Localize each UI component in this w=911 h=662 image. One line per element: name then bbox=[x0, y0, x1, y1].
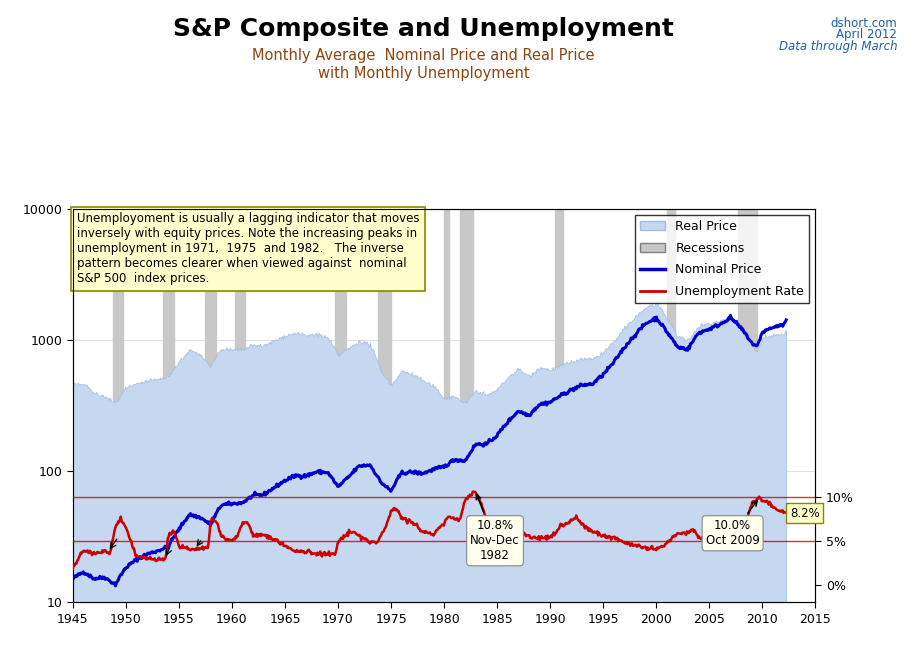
Bar bbox=[739, 209, 757, 602]
Bar bbox=[460, 209, 474, 602]
Text: Unemployoment is usually a lagging indicator that moves
inversely with equity pr: Unemployoment is usually a lagging indic… bbox=[77, 213, 419, 285]
Bar bbox=[556, 209, 563, 602]
Text: 10.0%
Oct 2009: 10.0% Oct 2009 bbox=[706, 501, 760, 547]
Text: April 2012: April 2012 bbox=[836, 28, 897, 42]
Bar bbox=[235, 209, 245, 602]
Text: S&P Composite and Unemployment: S&P Composite and Unemployment bbox=[173, 17, 674, 40]
Bar bbox=[163, 209, 174, 602]
Text: Data through March: Data through March bbox=[779, 40, 897, 54]
Bar bbox=[113, 209, 123, 602]
Bar bbox=[667, 209, 675, 602]
Text: 8.2%: 8.2% bbox=[790, 506, 820, 520]
Bar bbox=[378, 209, 391, 602]
Legend: Real Price, Recessions, Nominal Price, Unemployment Rate: Real Price, Recessions, Nominal Price, U… bbox=[635, 214, 809, 303]
Bar bbox=[444, 209, 449, 602]
Text: with Monthly Unemployment: with Monthly Unemployment bbox=[318, 66, 529, 81]
Bar bbox=[206, 209, 216, 602]
Text: 10.8%
Nov-Dec
1982: 10.8% Nov-Dec 1982 bbox=[470, 495, 520, 562]
Bar bbox=[335, 209, 346, 602]
Text: Monthly Average  Nominal Price and Real Price: Monthly Average Nominal Price and Real P… bbox=[252, 48, 595, 64]
Text: dshort.com: dshort.com bbox=[831, 17, 897, 30]
